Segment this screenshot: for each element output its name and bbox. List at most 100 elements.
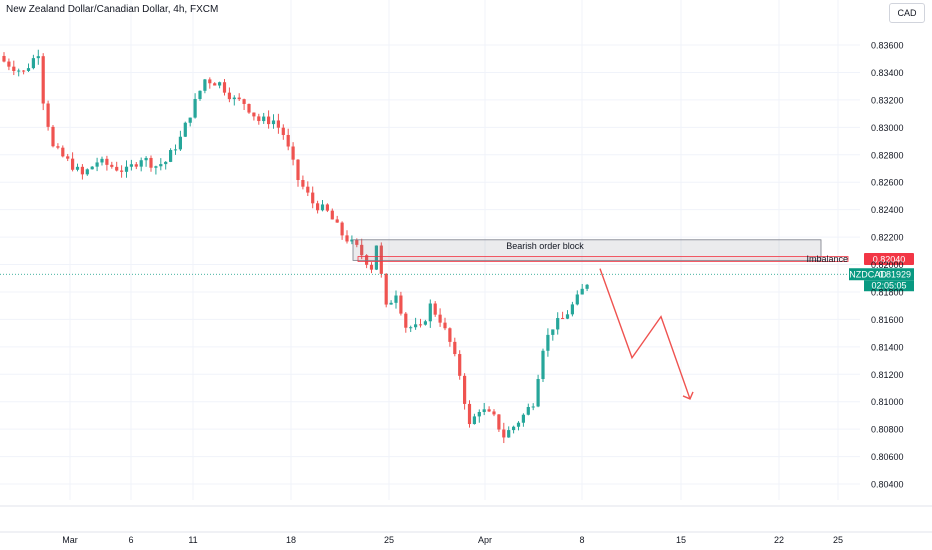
candle-body: [384, 273, 388, 305]
candle-body: [227, 92, 231, 100]
candle-body: [546, 334, 550, 351]
time-tick-label: 6: [128, 535, 133, 545]
candle-body: [257, 116, 261, 122]
time-tick-label: 15: [676, 535, 686, 545]
candle-body: [512, 426, 516, 431]
candle-body: [291, 146, 295, 160]
candle-body: [565, 314, 570, 319]
candle-body: [374, 245, 378, 270]
current-price-value: 0.81929: [878, 270, 911, 280]
candle-body: [526, 407, 530, 415]
candle-body: [144, 157, 148, 161]
candle-body: [178, 136, 182, 150]
candle-body: [198, 90, 202, 99]
price-axis[interactable]: 0.83600 0.83400 0.83200 0.83000 0.82800 0.826…: [871, 41, 904, 490]
candle-body: [458, 354, 462, 376]
candle-body: [404, 313, 408, 328]
candle-body: [311, 192, 315, 204]
candle-body: [521, 414, 525, 423]
time-tick-label: 18: [286, 535, 296, 545]
candle-body: [129, 164, 133, 167]
candle-body: [531, 406, 535, 408]
currency-button[interactable]: CAD: [889, 3, 925, 23]
candle-body: [22, 70, 26, 72]
projection-arrow-head: [682, 391, 694, 400]
candle-body: [56, 146, 60, 148]
candle-body: [26, 68, 31, 71]
price-tick-label: 0.83600: [871, 41, 904, 51]
candle-body: [316, 203, 320, 211]
time-tick-label: 11: [188, 535, 197, 545]
candle-body: [95, 162, 99, 167]
candle-body: [247, 103, 251, 113]
candle-body: [487, 409, 491, 412]
candle-body: [7, 61, 11, 67]
candle-body: [423, 321, 427, 325]
imbalance-price-tag: [864, 253, 914, 266]
candle-body: [149, 157, 153, 168]
candle-body: [120, 170, 124, 172]
candle-body: [399, 295, 403, 314]
candle-body: [51, 126, 55, 147]
candle-body: [551, 329, 555, 335]
candle-body: [164, 161, 168, 165]
price-tick-label: 0.82600: [871, 178, 904, 188]
candle-body: [360, 244, 364, 256]
candle-body: [433, 303, 437, 315]
order-block-label: Bearish order block: [506, 241, 584, 251]
projection-arrow-path: [599, 268, 691, 400]
countdown-value: 02:05:05: [871, 281, 906, 291]
chart-title: New Zealand Dollar/Canadian Dollar, 4h, …: [6, 4, 219, 15]
time-axis[interactable]: Mar 6 11 18 25 Apr 8 15 22 25: [62, 535, 843, 545]
candle-body: [379, 245, 383, 274]
price-tick-label: 0.80400: [871, 480, 904, 490]
candle-body: [213, 83, 217, 86]
candle-body: [252, 112, 256, 117]
candle-body: [66, 156, 70, 159]
candle-body: [85, 169, 89, 175]
candle-body: [340, 222, 344, 236]
candle-body: [320, 204, 325, 211]
candle-body: [409, 327, 413, 329]
time-tick-label: 22: [774, 535, 784, 545]
candle-body: [345, 235, 349, 242]
candle-body: [516, 422, 521, 427]
candle-body: [80, 166, 84, 175]
candle-body: [115, 166, 119, 171]
candle-body: [448, 328, 452, 342]
candle-body: [497, 414, 501, 430]
candle-body: [502, 429, 506, 438]
candle-body: [267, 116, 271, 125]
candle-body: [169, 150, 173, 162]
candle-body: [428, 303, 432, 322]
candle-body: [561, 318, 565, 320]
candle-body: [61, 147, 65, 157]
candle-body: [355, 239, 359, 245]
grid-lines: [0, 0, 932, 533]
imbalance-zone: [357, 256, 849, 262]
candle-body: [276, 120, 280, 128]
candle-body: [159, 164, 163, 167]
candle-body: [467, 403, 472, 425]
candle-body: [71, 158, 75, 170]
candle-body: [296, 159, 300, 181]
candle-body: [463, 375, 467, 404]
candle-body: [281, 127, 285, 135]
price-tick-label: 0.80600: [871, 452, 904, 462]
candle-body: [325, 204, 329, 211]
time-tick-label: 25: [833, 535, 843, 545]
candle-body: [306, 186, 310, 193]
candle-body: [477, 411, 481, 417]
candle-body: [472, 416, 476, 425]
price-tick-label: 0.81000: [871, 397, 904, 407]
candle-body: [570, 304, 574, 315]
time-tick-label: 8: [579, 535, 584, 545]
candle-body: [335, 219, 339, 223]
candle-body: [90, 166, 94, 170]
time-tick-label: Apr: [478, 535, 492, 545]
candle-body: [507, 430, 511, 438]
imbalance-label: Imbalance: [806, 254, 848, 264]
candle-body: [75, 166, 80, 170]
candle-body: [453, 341, 457, 355]
